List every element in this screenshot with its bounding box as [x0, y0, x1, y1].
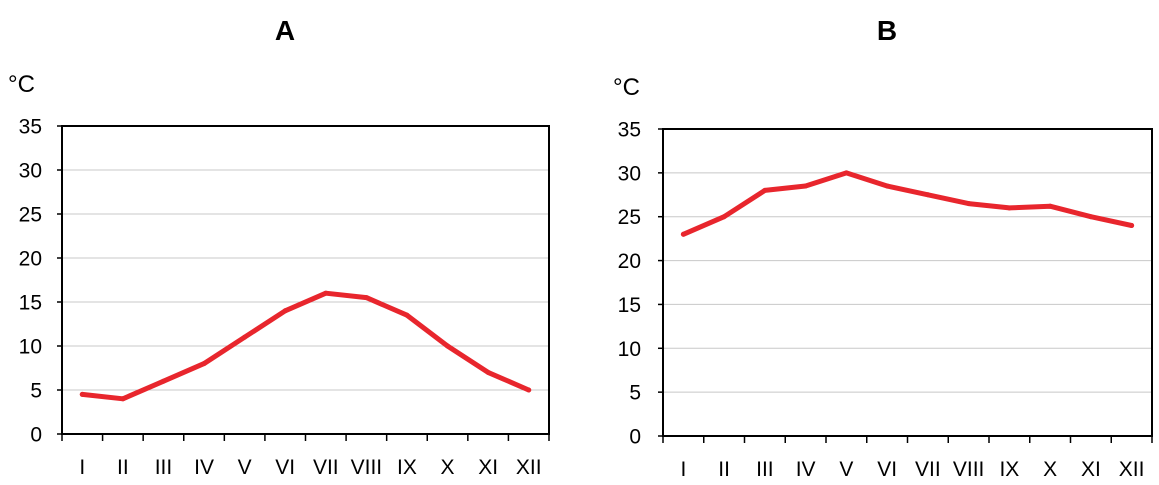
y-tick-label: 25 — [618, 206, 641, 229]
x-tick-label: VIII — [953, 458, 985, 480]
data-point — [445, 343, 451, 349]
y-tick-label: 35 — [618, 119, 641, 142]
data-point — [404, 312, 410, 318]
data-point — [966, 201, 972, 207]
x-tick-label: V — [839, 458, 853, 480]
y-tick-label: 30 — [19, 160, 42, 183]
data-point — [843, 170, 849, 176]
data-point — [803, 183, 809, 189]
data-point — [1006, 205, 1012, 211]
data-point — [363, 295, 369, 301]
data-point — [282, 308, 288, 314]
data-point — [79, 391, 85, 397]
data-point — [762, 187, 768, 193]
x-tick-label: X — [441, 456, 455, 479]
chart-title: A — [275, 15, 295, 46]
y-axis-unit-label: °C — [8, 71, 35, 98]
y-tick-label: 20 — [19, 248, 42, 271]
x-tick-label: I — [79, 456, 85, 479]
data-point — [201, 361, 207, 367]
x-tick-label: XII — [516, 456, 542, 479]
x-tick-label: II — [718, 458, 730, 480]
chart-title: B — [877, 15, 897, 46]
y-tick-label: 10 — [618, 338, 641, 361]
data-point — [884, 183, 890, 189]
y-tick-label: 30 — [618, 162, 641, 185]
data-point — [1047, 203, 1053, 209]
data-point — [1129, 222, 1135, 228]
y-tick-label: 0 — [629, 426, 641, 449]
x-tick-label: IV — [194, 456, 214, 479]
x-tick-label: V — [238, 456, 252, 479]
x-tick-label: III — [155, 456, 173, 479]
x-tick-label: XII — [1119, 458, 1145, 480]
x-tick-label: XI — [478, 456, 498, 479]
x-tick-label: VIII — [351, 456, 383, 479]
x-tick-label: VI — [877, 458, 897, 480]
x-tick-label: VII — [915, 458, 941, 480]
data-point — [925, 192, 931, 198]
data-point — [721, 214, 727, 220]
x-tick-label: VI — [275, 456, 295, 479]
x-tick-label: III — [756, 458, 774, 480]
y-tick-label: 5 — [629, 382, 641, 405]
x-tick-label: IX — [999, 458, 1019, 480]
data-point — [526, 387, 532, 393]
y-axis-unit-label: °C — [613, 74, 640, 101]
data-point — [485, 369, 491, 375]
temperature-series-line — [79, 290, 532, 402]
y-tick-label: 15 — [618, 294, 641, 317]
temperature-series-line — [680, 170, 1135, 237]
y-tick-label: 20 — [618, 250, 641, 273]
x-tick-label: II — [117, 456, 129, 479]
data-point — [160, 378, 166, 384]
x-tick-label: I — [680, 458, 686, 480]
y-tick-label: 5 — [30, 380, 42, 403]
data-point — [323, 290, 329, 296]
y-tick-label: 25 — [19, 204, 42, 227]
y-tick-label: 15 — [19, 292, 42, 315]
data-point — [120, 396, 126, 402]
data-point — [680, 231, 686, 237]
x-tick-label: IV — [796, 458, 816, 480]
y-tick-label: 0 — [30, 424, 42, 447]
x-tick-label: XI — [1081, 458, 1101, 480]
data-point — [242, 334, 248, 340]
x-tick-label: VII — [313, 456, 339, 479]
x-tick-label: X — [1043, 458, 1057, 480]
plot-frame — [61, 125, 550, 435]
y-tick-label: 10 — [19, 336, 42, 359]
x-tick-label: IX — [397, 456, 417, 479]
plot-frame — [662, 128, 1153, 437]
y-tick-label: 35 — [19, 116, 42, 139]
data-point — [1088, 214, 1094, 220]
